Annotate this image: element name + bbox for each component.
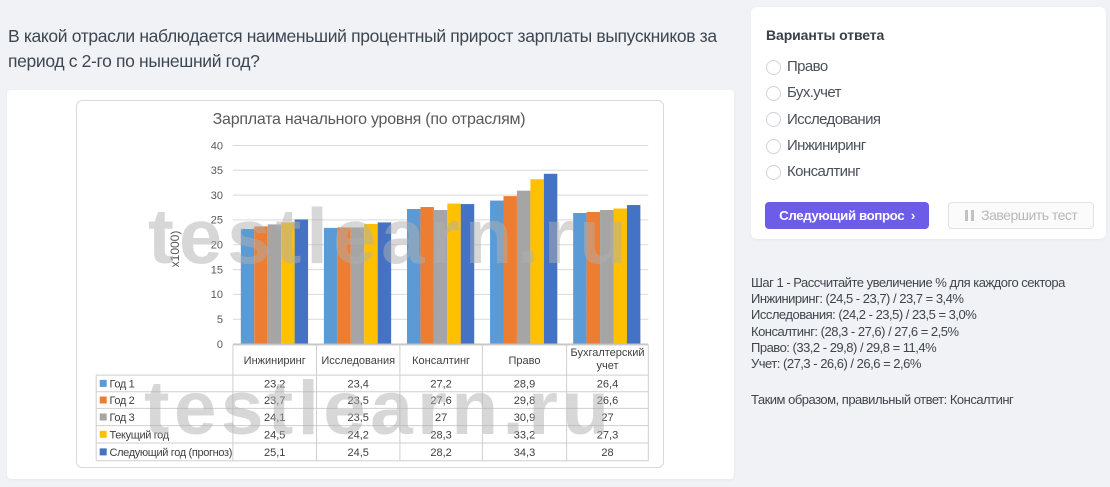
svg-text:Год 1: Год 1 (110, 378, 135, 390)
svg-text:10: 10 (211, 289, 223, 301)
svg-text:15: 15 (211, 264, 223, 276)
svg-text:27,6: 27,6 (430, 395, 451, 407)
svg-text:учет: учет (596, 360, 618, 372)
svg-text:Текущий год: Текущий год (110, 429, 170, 441)
svg-text:27: 27 (601, 412, 613, 424)
svg-text:40: 40 (211, 140, 223, 152)
svg-text:Год 2: Год 2 (110, 395, 135, 407)
svg-text:Бухгалтерский: Бухгалтерский (570, 347, 644, 359)
svg-text:30,9: 30,9 (514, 412, 535, 424)
svg-text:Следующий год (прогноз): Следующий год (прогноз) (110, 446, 233, 458)
svg-text:23,4: 23,4 (347, 378, 368, 390)
svg-text:26,4: 26,4 (597, 378, 618, 390)
svg-text:20: 20 (211, 239, 223, 251)
svg-text:26,6: 26,6 (597, 395, 618, 407)
svg-text:27,2: 27,2 (430, 378, 451, 390)
svg-text:35: 35 (211, 165, 223, 177)
svg-text:34,3: 34,3 (514, 446, 535, 458)
svg-text:28,9: 28,9 (514, 378, 535, 390)
svg-text:24,5: 24,5 (347, 446, 368, 458)
svg-text:28,2: 28,2 (430, 446, 451, 458)
svg-text:29,8: 29,8 (514, 395, 535, 407)
svg-text:5: 5 (217, 314, 223, 326)
svg-text:0: 0 (217, 338, 223, 350)
svg-text:33,2: 33,2 (514, 429, 535, 441)
svg-text:23,5: 23,5 (347, 395, 368, 407)
svg-text:23,5: 23,5 (347, 412, 368, 424)
svg-text:24,5: 24,5 (264, 429, 285, 441)
svg-text:Исследования: Исследования (321, 355, 395, 367)
svg-text:27,3: 27,3 (597, 429, 618, 441)
svg-text:Год 3: Год 3 (110, 412, 135, 424)
svg-text:Право: Право (509, 355, 541, 367)
svg-text:25: 25 (211, 214, 223, 226)
svg-text:23,2: 23,2 (264, 378, 285, 390)
svg-text:30: 30 (211, 189, 223, 201)
svg-text:28,3: 28,3 (430, 429, 451, 441)
svg-text:28: 28 (601, 446, 613, 458)
svg-text:23,7: 23,7 (264, 395, 285, 407)
svg-text:24,1: 24,1 (264, 412, 285, 424)
svg-text:25,1: 25,1 (264, 446, 285, 458)
svg-text:Инжиниринг: Инжиниринг (244, 355, 306, 367)
svg-text:27: 27 (435, 412, 447, 424)
svg-text:Консалтинг: Консалтинг (412, 355, 470, 367)
svg-text:24,2: 24,2 (347, 429, 368, 441)
